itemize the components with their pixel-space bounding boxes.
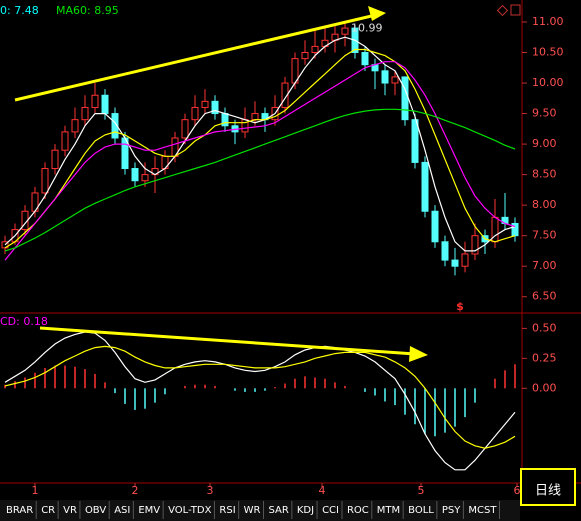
y-tick-label: 10.00 xyxy=(532,76,564,89)
candle-body xyxy=(131,168,139,182)
tab[interactable]: BOLL xyxy=(408,505,434,516)
y-tick-label: 8.50 xyxy=(532,168,557,181)
candle-body xyxy=(211,100,219,115)
y-tick-label: 7.50 xyxy=(532,229,557,242)
candle-body xyxy=(401,76,409,121)
y-tick-label: 9.50 xyxy=(532,107,557,120)
trend-arrow xyxy=(39,326,416,356)
y-tick-label: 11.00 xyxy=(532,15,564,28)
tab[interactable]: EMV xyxy=(138,505,160,516)
y-tick-label: 0.00 xyxy=(532,381,557,394)
tab[interactable]: RSI xyxy=(219,505,235,516)
candle-body xyxy=(71,119,79,133)
tab[interactable]: ROC xyxy=(347,505,369,516)
y-tick-label: 0.50 xyxy=(532,321,557,334)
candle-body xyxy=(441,241,449,261)
candle-body xyxy=(411,119,419,163)
tab[interactable]: CCI xyxy=(322,505,339,516)
ma-line xyxy=(4,108,516,252)
candle-body xyxy=(381,70,389,84)
ma-line xyxy=(4,36,516,252)
candle-body xyxy=(141,174,149,182)
candle-body xyxy=(91,94,99,108)
x-tick-label: 5 xyxy=(418,484,425,497)
legend-item: 0: 7.48 xyxy=(0,4,39,17)
tab[interactable]: OBV xyxy=(85,505,106,516)
y-tick-label: 10.50 xyxy=(532,46,564,59)
candle-body xyxy=(51,149,59,170)
candle-body xyxy=(101,94,109,115)
tab[interactable]: ASI xyxy=(114,505,130,516)
candle-body xyxy=(301,52,309,60)
period-label[interactable]: 日线 xyxy=(535,484,561,499)
candle-body xyxy=(181,119,189,139)
icon[interactable] xyxy=(510,4,521,16)
x-tick-label: 4 xyxy=(319,484,326,497)
candle-body xyxy=(511,222,519,237)
tab[interactable]: WR xyxy=(244,505,261,516)
candle-body xyxy=(431,210,439,243)
legend-item: MA60: 8.95 xyxy=(56,4,119,17)
x-tick-label: 2 xyxy=(132,484,139,497)
tab[interactable]: VR xyxy=(63,505,77,516)
tab[interactable]: KDJ xyxy=(297,505,314,516)
candle-body xyxy=(251,113,259,121)
candle-body xyxy=(281,82,289,108)
trend-arrow xyxy=(14,12,381,102)
candle-body xyxy=(81,106,89,121)
peak-label: 10.99 xyxy=(351,22,383,35)
ma-line xyxy=(4,48,516,249)
candle-body xyxy=(391,76,399,84)
arrow-head xyxy=(409,346,428,362)
tab[interactable]: PSY xyxy=(442,505,461,516)
x-tick-label: 6 xyxy=(514,484,521,497)
ma-line xyxy=(4,61,516,261)
icon[interactable] xyxy=(496,4,509,17)
tab[interactable]: BRAR xyxy=(6,505,33,516)
candle-body xyxy=(451,259,459,267)
y-tick-label: 8.00 xyxy=(532,198,557,211)
candle-body xyxy=(111,113,119,139)
candle-body xyxy=(311,45,319,54)
arrow-head xyxy=(368,6,386,21)
x-tick-label: 3 xyxy=(207,484,214,497)
candle-body xyxy=(341,27,349,35)
tab[interactable]: VOL-TDX xyxy=(168,505,211,516)
candle-body xyxy=(41,168,49,194)
candle-body xyxy=(61,131,69,151)
tab[interactable]: MCST xyxy=(468,505,497,516)
period-box[interactable] xyxy=(520,468,576,506)
candle-body xyxy=(461,253,469,267)
tab-bar xyxy=(0,500,520,521)
tab[interactable]: SAR xyxy=(269,505,289,516)
candle-body xyxy=(361,52,369,66)
y-tick-label: 7.00 xyxy=(532,259,557,272)
tab[interactable]: CR xyxy=(41,505,55,516)
y-tick-label: 0.25 xyxy=(532,351,557,364)
y-tick-label: 9.00 xyxy=(532,137,557,150)
x-tick-label: 1 xyxy=(32,484,39,497)
signal: $ xyxy=(456,300,464,313)
candle-body xyxy=(191,106,199,121)
y-tick-label: 6.50 xyxy=(532,290,557,303)
macd-legend: CD: 0.18 xyxy=(0,315,48,328)
tab[interactable]: MTM xyxy=(377,505,400,516)
macd-line xyxy=(4,345,516,449)
candle-body xyxy=(201,100,209,108)
candle-body xyxy=(471,235,479,255)
candle-body xyxy=(421,161,429,212)
